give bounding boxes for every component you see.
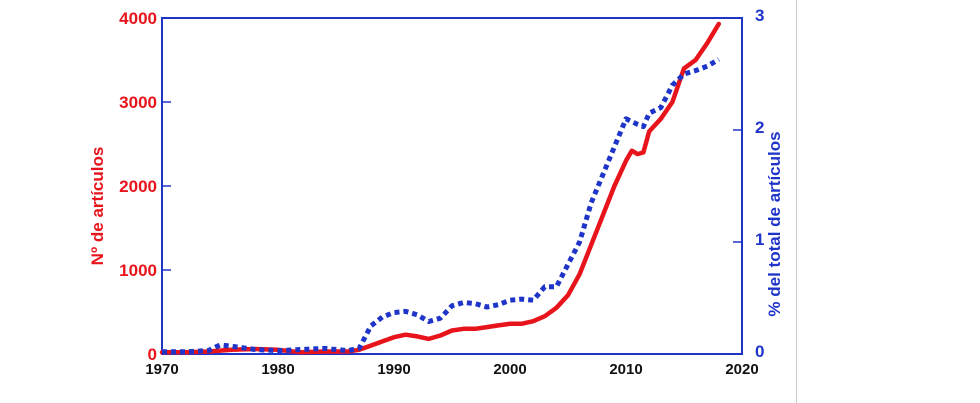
y-left-tick-label: 0 — [148, 345, 157, 364]
x-tick-label: 2020 — [725, 361, 758, 378]
y-left-tick-label: 1000 — [119, 261, 157, 280]
page-divider — [796, 0, 797, 403]
y-right-tick-label: 1 — [755, 230, 764, 249]
y-right-tick-label: 0 — [755, 342, 764, 361]
y-left-tick-label: 2000 — [119, 177, 157, 196]
x-tick-label: 2000 — [493, 361, 526, 378]
y-right-axis-label: % del total de artículos — [765, 131, 784, 316]
x-tick-label: 1980 — [261, 361, 294, 378]
y-right-tick-label: 2 — [755, 118, 764, 137]
series-line-percent — [162, 57, 721, 355]
y-left-tick-label: 3000 — [119, 93, 157, 112]
series-line-articles — [159, 21, 722, 355]
x-tick-label: 1970 — [145, 361, 178, 378]
y-left-tick-label: 4000 — [119, 9, 157, 28]
y-left-axis-label: Nº de artículos — [88, 147, 107, 266]
x-tick-label: 2010 — [609, 361, 642, 378]
x-tick-label: 1990 — [377, 361, 410, 378]
y-right-tick-label: 3 — [755, 6, 764, 25]
